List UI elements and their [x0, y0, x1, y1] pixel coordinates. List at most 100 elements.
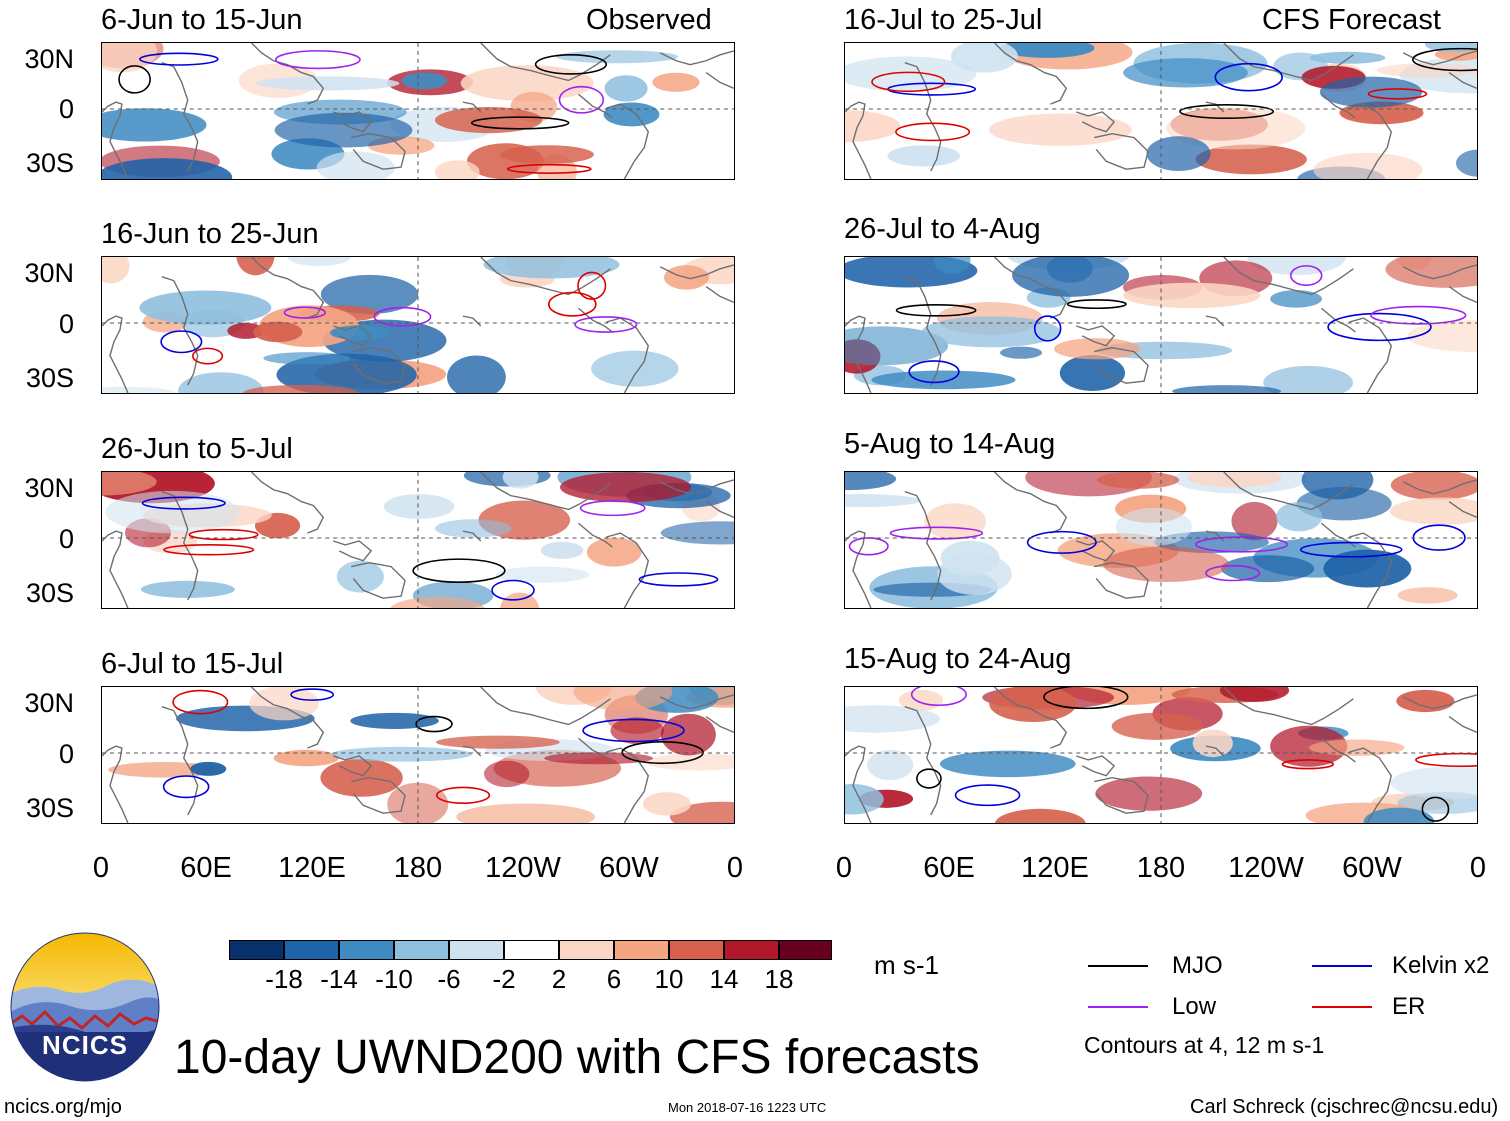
anomaly-blob: [1146, 136, 1211, 172]
anomaly-blob: [1455, 149, 1477, 177]
anomaly-blob: [401, 72, 448, 90]
anomaly-blob: [989, 687, 1077, 722]
anomaly-blob: [867, 749, 914, 781]
wave-contour: [558, 85, 605, 114]
anomaly-blob: [1396, 689, 1455, 713]
panel-title-right-3: 5-Aug to 14-Aug: [844, 428, 1056, 460]
footer-url[interactable]: ncics.org/mjo: [4, 1096, 122, 1118]
coastline: [705, 501, 734, 518]
coastline: [1205, 315, 1225, 327]
anomaly-blob: [383, 494, 455, 519]
wave-contour: [470, 116, 570, 130]
coastline: [845, 101, 872, 179]
coastline: [1349, 532, 1393, 608]
coastline: [161, 491, 199, 601]
lat-label-eq: 0: [58, 739, 74, 769]
coastline: [994, 472, 1068, 534]
wave-contour: [275, 50, 361, 70]
panel-title-left-4: 6-Jul to 15-Jul: [101, 648, 284, 680]
coastline: [351, 132, 406, 170]
lon-label: 0: [92, 852, 110, 884]
anomaly-blob: [102, 472, 157, 496]
legend-label-low: Low: [1172, 993, 1217, 1020]
coastline: [659, 50, 734, 66]
anomaly-blob: [645, 753, 734, 771]
coastline: [1094, 132, 1149, 170]
map-panel-right-1: [844, 42, 1478, 180]
coastline: [333, 111, 373, 133]
coastline: [904, 276, 942, 386]
lon-label: 60E: [180, 852, 232, 884]
anomaly-blob: [102, 43, 158, 73]
coastline: [845, 745, 872, 823]
lat-label-30s: 30S: [25, 578, 74, 608]
anomaly-blob: [845, 326, 949, 366]
wave-contour: [910, 687, 967, 707]
anomaly-blob: [1309, 51, 1386, 64]
anomaly-blob: [603, 102, 660, 127]
lat-label-30n: 30N: [24, 44, 74, 74]
coastline: [1223, 687, 1354, 726]
coastline: [1448, 72, 1477, 89]
wave-contour: [547, 291, 597, 317]
anomaly-blob: [273, 749, 339, 767]
coastline: [351, 346, 406, 384]
coastline: [102, 315, 129, 393]
coastline: [705, 72, 734, 89]
coastline: [606, 103, 650, 179]
wave-contour: [895, 122, 971, 142]
coastline: [102, 101, 129, 179]
wave-contour: [415, 715, 453, 733]
wave-contour: [290, 688, 335, 701]
anomaly-blob: [253, 321, 303, 343]
anomaly-blob: [389, 596, 485, 608]
coastline: [1223, 257, 1354, 296]
wave-contour: [506, 163, 592, 174]
wave-contour: [435, 786, 491, 804]
lat-label-eq: 0: [58, 524, 74, 554]
wave-contour: [1066, 299, 1127, 310]
anomaly-blob: [500, 592, 539, 608]
lon-label: 120W: [485, 852, 561, 884]
anomaly-blob: [102, 108, 207, 142]
lat-label-eq: 0: [58, 94, 74, 124]
coastline: [1402, 264, 1477, 280]
anomaly-blob: [1390, 766, 1477, 799]
legend-line-er: [1312, 1006, 1372, 1008]
coastline: [904, 706, 942, 816]
anomaly-blob: [845, 472, 897, 491]
wave-contour: [172, 689, 229, 715]
wave-contour: [1289, 265, 1323, 286]
colorbar-swatch: [559, 940, 614, 960]
anomaly-blob: [556, 50, 678, 64]
coastline: [351, 561, 406, 599]
anomaly-blob: [1053, 338, 1140, 360]
wave-contour: [118, 65, 151, 94]
lon-label: 60W: [1342, 852, 1402, 884]
legend-line-low: [1088, 1006, 1148, 1008]
colorbar-swatch: [394, 940, 449, 960]
lon-label: 180: [393, 852, 443, 884]
coastline: [705, 286, 734, 303]
coastline: [1402, 479, 1477, 495]
forecast-label: CFS Forecast: [1262, 4, 1441, 36]
ncics-logo[interactable]: NCICS: [10, 932, 160, 1082]
coastline: [102, 745, 129, 823]
panel-title-left-2: 16-Jun to 25-Jun: [101, 218, 319, 250]
wave-contour: [283, 306, 327, 319]
anomaly-blob: [1000, 43, 1095, 58]
anomaly-blob: [316, 151, 395, 179]
wave-contour: [1327, 312, 1432, 342]
wave-contour: [1026, 530, 1097, 554]
coastline: [904, 62, 942, 172]
anomaly-blob: [1389, 497, 1477, 525]
map-panel-left-4: [101, 686, 735, 824]
lat-label-30n: 30N: [24, 258, 74, 288]
colorbar-swatch: [614, 940, 669, 960]
anomaly-blob: [1172, 385, 1282, 393]
lat-label-30s: 30S: [25, 148, 74, 178]
colorbar-swatch: [449, 940, 504, 960]
anomaly-blob: [1195, 144, 1307, 175]
colorbar-tick-label: -10: [375, 964, 413, 994]
wave-contour: [141, 496, 226, 510]
